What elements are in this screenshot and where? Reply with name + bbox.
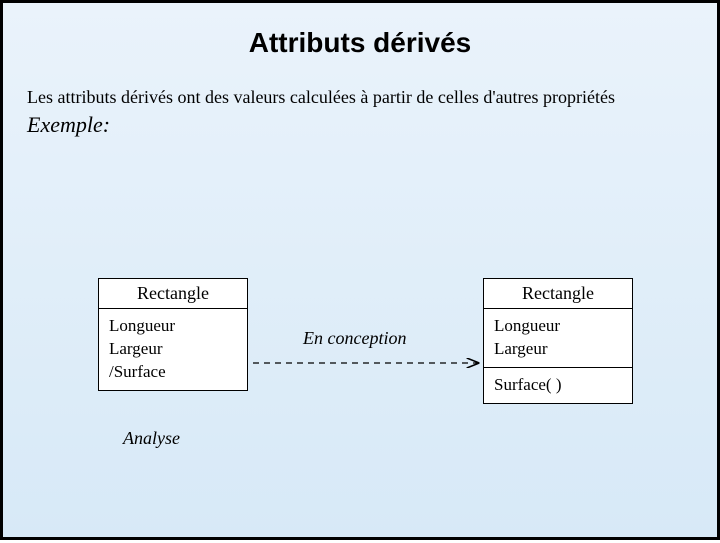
uml-class-analysis-attributes: Longueur Largeur /Surface <box>99 309 247 390</box>
uml-class-design: Rectangle Longueur Largeur Surface( ) <box>483 278 633 404</box>
uml-class-design-name: Rectangle <box>484 279 632 309</box>
slide-title: Attributs dérivés <box>3 3 717 59</box>
uml-class-analysis-name: Rectangle <box>99 279 247 309</box>
analyse-label: Analyse <box>123 428 180 449</box>
uml-class-design-attributes: Longueur Largeur <box>484 309 632 368</box>
transition-arrow <box>3 3 720 543</box>
arrow-label: En conception <box>303 328 406 349</box>
slide-frame: Attributs dérivés Les attributs dérivés … <box>0 0 720 540</box>
slide-subtitle: Les attributs dérivés ont des valeurs ca… <box>27 87 693 108</box>
example-label: Exemple: <box>27 112 693 138</box>
uml-class-design-operations: Surface( ) <box>484 368 632 403</box>
uml-class-analysis: Rectangle Longueur Largeur /Surface <box>98 278 248 391</box>
